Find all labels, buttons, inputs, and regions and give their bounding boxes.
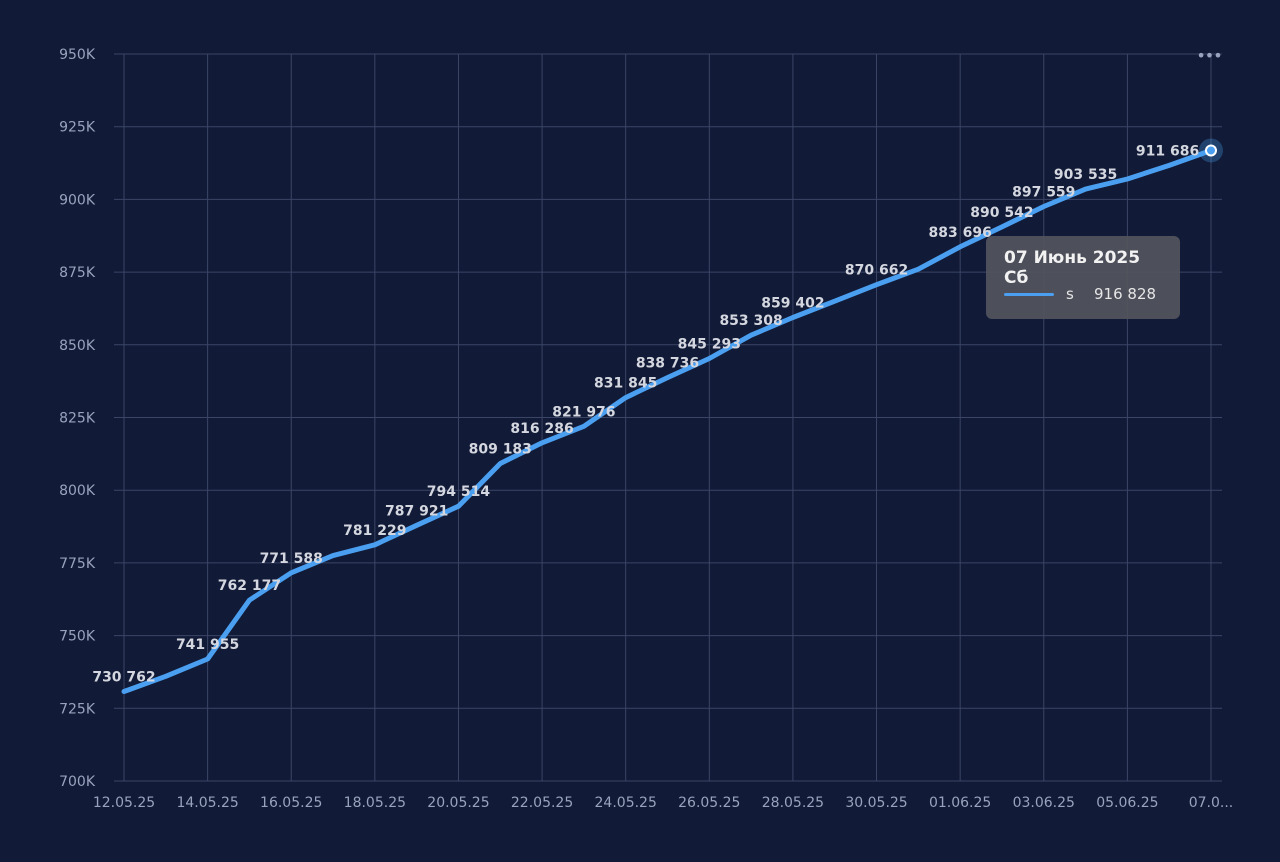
data-label: 762 177	[218, 578, 281, 594]
y-tick-label: 750K	[59, 629, 96, 645]
data-label: 897 559	[1012, 184, 1075, 200]
tooltip-series-swatch	[1004, 292, 1054, 296]
data-label: 816 286	[510, 421, 573, 437]
data-label: 838 736	[636, 356, 699, 372]
y-tick-label: 950K	[59, 47, 96, 63]
data-label: 845 293	[678, 336, 741, 352]
x-tick-label: 12.05.25	[93, 795, 155, 811]
x-tick-label: 22.05.25	[511, 795, 573, 811]
tooltip-title: 07 Июнь 2025 Сб	[1004, 248, 1141, 288]
tooltip-row: s 916 828	[1004, 285, 1162, 303]
x-tick-label: 28.05.25	[762, 795, 824, 811]
x-tick-label: 07.0...	[1189, 795, 1234, 811]
y-tick-label: 800K	[59, 483, 96, 499]
tooltip-series-value: 916 828	[1094, 285, 1157, 303]
data-label: 771 588	[260, 551, 323, 567]
x-tick-label: 18.05.25	[344, 795, 406, 811]
y-tick-label: 925K	[59, 120, 96, 136]
y-tick-label: 875K	[59, 265, 96, 281]
x-tick-label: 30.05.25	[845, 795, 907, 811]
x-tick-label: 01.06.25	[929, 795, 991, 811]
x-tick-label: 26.05.25	[678, 795, 740, 811]
x-tick-label: 16.05.25	[260, 795, 322, 811]
data-label: 853 308	[719, 313, 782, 329]
data-label: 859 402	[761, 295, 824, 311]
y-tick-label: 900K	[59, 192, 96, 208]
y-tick-label: 775K	[59, 556, 96, 572]
data-label: 787 921	[385, 503, 448, 519]
y-tick-label: 825K	[59, 411, 96, 427]
data-label: 890 542	[970, 205, 1033, 221]
data-label: 911 686	[1136, 143, 1199, 159]
data-label: 883 696	[928, 225, 991, 241]
data-label: 794 514	[427, 484, 491, 500]
data-label: 831 845	[594, 376, 657, 392]
data-label: 730 762	[92, 670, 155, 686]
y-tick-label: 850K	[59, 338, 96, 354]
x-tick-label: 05.06.25	[1096, 795, 1158, 811]
data-label: 903 535	[1054, 167, 1117, 183]
x-tick-label: 24.05.25	[595, 795, 657, 811]
data-label: 870 662	[845, 263, 908, 279]
y-tick-label: 700K	[59, 774, 96, 790]
tooltip-series-name: s	[1066, 285, 1074, 303]
x-tick-label: 03.06.25	[1013, 795, 1075, 811]
series-line	[121, 148, 1214, 694]
data-label: 821 976	[552, 404, 615, 420]
chart-tooltip: 07 Июнь 2025 Сб s 916 828	[986, 236, 1180, 319]
highlight-point	[1205, 144, 1217, 157]
x-tick-label: 20.05.25	[427, 795, 489, 811]
y-tick-label: 725K	[59, 701, 96, 717]
data-label: 781 229	[343, 523, 406, 539]
data-label: 809 183	[469, 441, 532, 457]
x-tick-label: 14.05.25	[176, 795, 238, 811]
data-label: 741 955	[176, 637, 239, 653]
more-dots-icon[interactable]: •••	[1196, 46, 1222, 65]
